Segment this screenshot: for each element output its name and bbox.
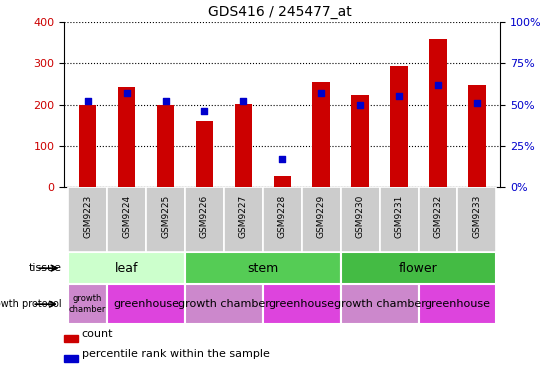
Bar bbox=[302, 187, 340, 252]
Text: count: count bbox=[82, 329, 113, 339]
Text: GSM9230: GSM9230 bbox=[356, 195, 364, 238]
Bar bbox=[64, 355, 78, 362]
Text: GSM9232: GSM9232 bbox=[434, 195, 443, 238]
Point bbox=[200, 108, 209, 114]
Text: GSM9231: GSM9231 bbox=[395, 195, 404, 238]
Text: growth chamber: growth chamber bbox=[334, 299, 425, 309]
Bar bbox=[468, 85, 486, 187]
Bar bbox=[340, 284, 419, 324]
Text: growth chamber: growth chamber bbox=[178, 299, 270, 309]
Point bbox=[434, 82, 443, 88]
Bar bbox=[352, 95, 369, 187]
Point bbox=[278, 156, 287, 162]
Point bbox=[122, 90, 131, 96]
Text: growth
chamber: growth chamber bbox=[69, 295, 106, 314]
Text: leaf: leaf bbox=[115, 262, 138, 274]
Text: stem: stem bbox=[247, 262, 278, 274]
Text: GSM9228: GSM9228 bbox=[278, 195, 287, 238]
Bar bbox=[273, 176, 291, 187]
Text: GSM9229: GSM9229 bbox=[317, 195, 326, 238]
Bar bbox=[263, 284, 340, 324]
Point bbox=[161, 98, 170, 104]
Bar bbox=[390, 66, 408, 187]
Bar bbox=[146, 187, 185, 252]
Text: greenhouse: greenhouse bbox=[113, 299, 179, 309]
Bar bbox=[185, 252, 340, 284]
Bar bbox=[340, 187, 380, 252]
Bar bbox=[419, 284, 496, 324]
Text: flower: flower bbox=[399, 262, 438, 274]
Text: GSM9225: GSM9225 bbox=[161, 195, 170, 238]
Bar bbox=[419, 187, 457, 252]
Bar bbox=[79, 105, 96, 187]
Bar bbox=[224, 187, 263, 252]
Point bbox=[356, 102, 364, 108]
Bar bbox=[340, 252, 496, 284]
Text: greenhouse: greenhouse bbox=[424, 299, 490, 309]
Bar bbox=[68, 284, 107, 324]
Bar bbox=[380, 187, 419, 252]
Bar bbox=[107, 284, 185, 324]
Bar bbox=[157, 105, 174, 187]
Bar bbox=[457, 187, 496, 252]
Bar bbox=[68, 252, 185, 284]
Bar bbox=[185, 187, 224, 252]
Bar bbox=[196, 121, 213, 187]
Bar bbox=[235, 104, 252, 187]
Text: GSM9224: GSM9224 bbox=[122, 195, 131, 238]
Point bbox=[239, 98, 248, 104]
Text: GSM9233: GSM9233 bbox=[472, 195, 481, 238]
Point bbox=[317, 90, 326, 96]
Bar bbox=[185, 284, 263, 324]
Point bbox=[83, 98, 92, 104]
Bar bbox=[263, 187, 302, 252]
Text: percentile rank within the sample: percentile rank within the sample bbox=[82, 349, 269, 359]
Point bbox=[395, 93, 404, 99]
Bar bbox=[107, 187, 146, 252]
Bar bbox=[68, 187, 107, 252]
Text: tissue: tissue bbox=[29, 263, 61, 273]
Text: growth protocol: growth protocol bbox=[0, 299, 61, 309]
Bar bbox=[312, 82, 330, 187]
Point bbox=[472, 100, 481, 106]
Bar bbox=[64, 335, 78, 342]
Text: GSM9223: GSM9223 bbox=[83, 195, 92, 238]
Text: GDS416 / 245477_at: GDS416 / 245477_at bbox=[207, 4, 352, 19]
Text: GSM9226: GSM9226 bbox=[200, 195, 209, 238]
Text: greenhouse: greenhouse bbox=[269, 299, 335, 309]
Bar bbox=[429, 40, 447, 187]
Bar bbox=[118, 87, 135, 187]
Text: GSM9227: GSM9227 bbox=[239, 195, 248, 238]
